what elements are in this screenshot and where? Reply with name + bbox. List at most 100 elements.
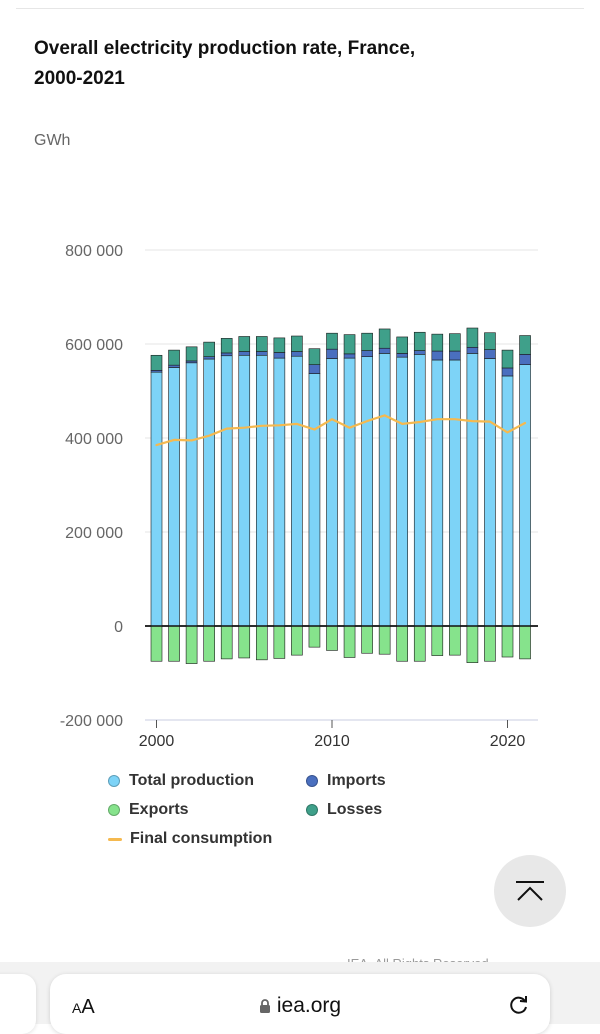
- bar-exports-2001: [168, 625, 180, 662]
- bar-total-production-2013: [378, 353, 391, 627]
- y-tick-label: 600 000: [65, 337, 123, 354]
- bar-total-production-2003: [203, 358, 215, 627]
- bar-total-production-2018: [466, 353, 479, 627]
- bar-total-production-2012: [361, 356, 373, 627]
- bar-exports-2018: [466, 625, 479, 663]
- bar-exports-2021: [519, 625, 531, 660]
- legend-item-exports[interactable]: Exports: [108, 801, 189, 819]
- bar-total-production-2021: [519, 364, 531, 627]
- bar-total-production-2004: [220, 355, 233, 627]
- bar-imports-2019: [484, 349, 496, 359]
- bar-total-production-2011: [343, 357, 356, 627]
- bar-exports-2005: [238, 625, 251, 659]
- bar-exports-2015: [413, 625, 426, 662]
- bar-exports-2008: [291, 625, 303, 656]
- bar-total-production-2009: [308, 373, 321, 627]
- legend-exports-swatch: [108, 804, 120, 816]
- chart-title: Overall electricity production rate, Fra…: [34, 38, 416, 89]
- top-divider: [16, 8, 584, 9]
- bar-losses-2015: [413, 331, 426, 351]
- bar-losses-2009: [308, 348, 321, 365]
- bar-total-production-2017: [449, 359, 461, 627]
- bar-losses-2017: [449, 333, 461, 352]
- bar-exports-2003: [203, 625, 215, 662]
- bar-total-production-2016: [431, 359, 444, 627]
- legend-total-label: Total production: [129, 772, 255, 789]
- lock-icon: [259, 999, 270, 1013]
- bar-losses-2003: [203, 341, 215, 357]
- bar-losses-2018: [466, 327, 479, 348]
- chevron-up-icon: [516, 881, 544, 901]
- legend-item-final[interactable]: Final consumption: [108, 830, 272, 848]
- y-tick-label: 0: [114, 619, 123, 636]
- address-bar[interactable]: AA iea.org: [50, 974, 550, 1034]
- x-tick-label: 2010: [314, 733, 350, 750]
- bar-imports-2013: [378, 347, 391, 354]
- legend-final-label: Final consumption: [130, 830, 273, 847]
- bar-losses-2001: [168, 349, 180, 366]
- bar-losses-2014: [396, 336, 409, 354]
- bar-exports-2014: [396, 625, 409, 662]
- bar-exports-2011: [343, 625, 356, 658]
- legend-imports-label: Imports: [327, 772, 386, 789]
- chart: 800 000 600 000 400 000 200 000 0 -200 000 200…: [60, 243, 538, 750]
- copyright-text: IEA. All Rights Reserved: [347, 956, 489, 964]
- bar-losses-2007: [273, 337, 286, 353]
- bar-exports-2006: [255, 625, 268, 661]
- bar-total-production-2010: [326, 358, 338, 627]
- bar-losses-2019: [484, 332, 496, 350]
- bar-imports-2018: [466, 346, 479, 354]
- bar-exports-2016: [431, 625, 444, 656]
- bar-exports-2007: [273, 625, 286, 659]
- unit-label: GWh: [34, 132, 71, 149]
- bar-imports-2009: [308, 364, 321, 374]
- line-final-consumption: [155, 414, 527, 447]
- bar-imports-2006: [255, 351, 268, 356]
- bar-exports-2017: [449, 625, 461, 656]
- bar-total-production-2001: [168, 367, 180, 627]
- y-tick-label: 400 000: [65, 431, 123, 448]
- bar-losses-2005: [238, 336, 251, 352]
- previous-tab-stub[interactable]: [0, 974, 36, 1034]
- bar-exports-2012: [361, 625, 373, 654]
- legend-imports-swatch: [306, 775, 318, 787]
- browser-toolbar: AA iea.org: [0, 962, 600, 1034]
- bar-imports-2001: [168, 364, 180, 368]
- domain-text: iea.org: [276, 994, 342, 1017]
- legend-item-total[interactable]: Total production: [108, 772, 254, 790]
- legend-exports-label: Exports: [129, 801, 189, 818]
- reload-icon[interactable]: [508, 994, 530, 1016]
- bar-exports-2004: [220, 625, 233, 660]
- scroll-to-top-button[interactable]: [494, 855, 566, 927]
- bar-losses-2021: [519, 335, 531, 355]
- y-tick-label: -200 000: [60, 713, 123, 730]
- bar-exports-2000: [150, 625, 163, 662]
- bar-imports-2015: [413, 350, 426, 355]
- bar-total-production-2020: [501, 375, 514, 627]
- bar-imports-2021: [519, 354, 531, 365]
- bar-losses-2006: [255, 336, 268, 352]
- bar-imports-2016: [431, 350, 444, 361]
- bar-exports-2019: [484, 625, 496, 662]
- bar-total-production-2006: [255, 354, 268, 627]
- bar-imports-2004: [220, 352, 233, 357]
- bar-imports-2017: [449, 350, 461, 361]
- bar-losses-2010: [326, 332, 338, 350]
- bar-losses-2013: [378, 328, 391, 349]
- bar-imports-2010: [326, 348, 338, 359]
- bar-losses-2008: [291, 335, 303, 352]
- legend-final-swatch: [108, 837, 122, 841]
- x-tick-label: 2000: [139, 733, 175, 750]
- y-tick-label: 800 000: [65, 243, 123, 260]
- bar-imports-2007: [273, 352, 286, 359]
- bar-exports-2010: [326, 625, 338, 651]
- bar-losses-2002: [185, 346, 198, 362]
- legend-item-losses[interactable]: Losses: [306, 801, 382, 819]
- text-size-button[interactable]: AA: [72, 996, 95, 1018]
- bar-total-production-2019: [484, 358, 496, 627]
- bar-losses-2016: [431, 333, 444, 352]
- legend-item-imports[interactable]: Imports: [306, 772, 386, 790]
- bar-exports-2002: [185, 625, 198, 664]
- bar-losses-2020: [501, 349, 514, 369]
- url-display[interactable]: iea.org: [50, 994, 550, 1018]
